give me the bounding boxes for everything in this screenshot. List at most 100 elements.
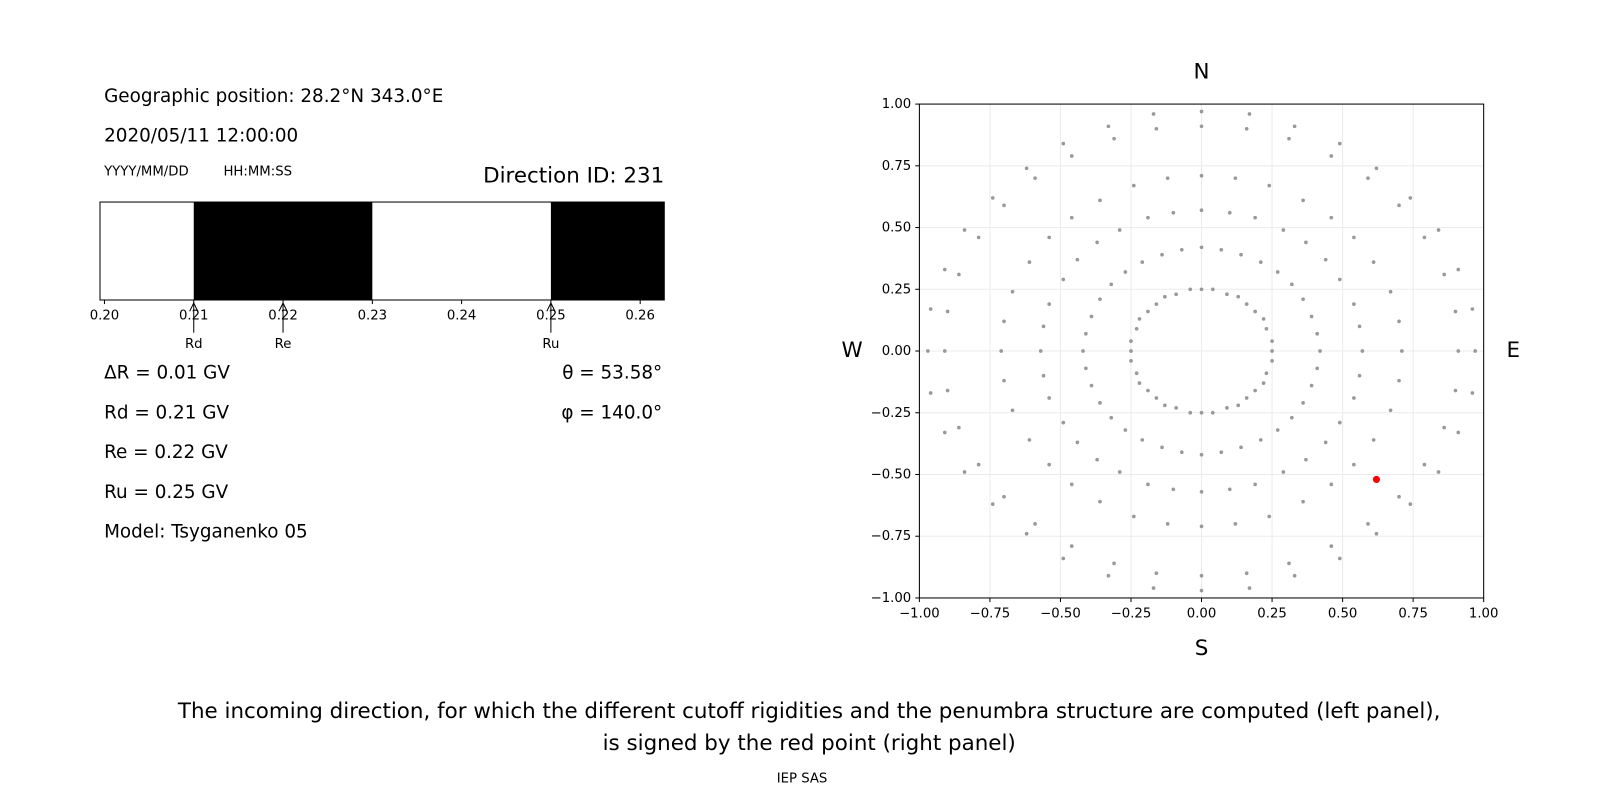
point [1219, 450, 1224, 455]
point [1199, 410, 1204, 415]
point [1281, 470, 1286, 474]
point [1131, 514, 1136, 519]
point [1287, 561, 1291, 566]
point [1069, 544, 1074, 548]
point [1301, 297, 1305, 301]
point [1337, 141, 1342, 146]
x-tick-label: −1.00 [899, 606, 940, 621]
y-tick-label: 0.00 [882, 344, 912, 359]
point [1098, 499, 1102, 504]
point [1309, 314, 1314, 319]
y-tick-label: 0.50 [882, 221, 912, 236]
point [1084, 331, 1088, 336]
point [1061, 141, 1066, 146]
point [926, 349, 930, 353]
point [1123, 270, 1128, 274]
point [1210, 410, 1215, 415]
point [1047, 302, 1052, 306]
point [1371, 438, 1376, 442]
point [1456, 430, 1461, 435]
point [1357, 373, 1362, 378]
point [1199, 109, 1204, 114]
point [1095, 240, 1099, 245]
point [1357, 324, 1362, 329]
point [1165, 176, 1170, 181]
point [1069, 482, 1074, 487]
point [1301, 401, 1305, 405]
point [1236, 403, 1241, 408]
point [1160, 445, 1164, 450]
point [1033, 522, 1037, 526]
point [1236, 294, 1241, 299]
point [1041, 373, 1046, 378]
point [1337, 277, 1342, 282]
point [1002, 378, 1006, 383]
point [1199, 287, 1204, 292]
point [1233, 522, 1238, 526]
point [1225, 292, 1229, 297]
x-tick-label: 0.20 [90, 308, 120, 323]
point [1352, 396, 1356, 400]
point [1388, 408, 1393, 413]
point [1329, 154, 1334, 158]
point [1244, 571, 1249, 576]
point [1098, 297, 1102, 301]
point [1140, 438, 1145, 442]
point [1134, 326, 1139, 331]
point [945, 388, 950, 393]
point [1315, 331, 1320, 336]
point [1244, 396, 1249, 400]
point [1199, 573, 1204, 578]
point [1210, 287, 1215, 292]
point [1123, 428, 1128, 432]
point [1219, 247, 1224, 252]
point [1289, 415, 1294, 420]
point [1323, 440, 1328, 445]
point [957, 425, 961, 430]
point [1084, 366, 1088, 371]
point [1318, 349, 1322, 353]
point [1027, 260, 1032, 264]
x-tick-label: 0.50 [1328, 606, 1358, 621]
point [1199, 245, 1204, 250]
point [1188, 287, 1193, 292]
point [1146, 388, 1150, 393]
y-tick-label: 0.25 [882, 282, 912, 297]
point [1179, 450, 1184, 455]
point [1160, 252, 1164, 257]
point [1287, 136, 1291, 141]
point [1261, 317, 1266, 321]
forbidden-span [193, 202, 373, 300]
point [1264, 371, 1269, 376]
point [1146, 309, 1150, 314]
point [1010, 289, 1015, 294]
point [1275, 428, 1280, 432]
point [1436, 470, 1441, 474]
point [1075, 257, 1080, 262]
angle: θ = 53.58° [562, 362, 662, 383]
point [1397, 319, 1401, 324]
point [1436, 228, 1441, 232]
point [1366, 522, 1370, 526]
point [1047, 462, 1052, 467]
point [1129, 359, 1133, 363]
point [1292, 573, 1297, 578]
point [1089, 383, 1094, 388]
point [1151, 112, 1156, 116]
point [1270, 359, 1274, 363]
compass-label: N [1194, 59, 1210, 84]
time-format: HH:MM:SS [223, 164, 292, 179]
compass-label: E [1506, 338, 1520, 363]
point [962, 470, 967, 474]
x-tick-label: −0.75 [970, 606, 1011, 621]
arrow-label: Rd [185, 337, 203, 352]
point [1199, 124, 1204, 129]
point [1473, 349, 1478, 353]
x-tick-label: −0.25 [1111, 606, 1152, 621]
point [1174, 292, 1178, 297]
point [1163, 294, 1167, 299]
point [1247, 586, 1252, 590]
point [1069, 154, 1074, 158]
point [1199, 452, 1204, 457]
